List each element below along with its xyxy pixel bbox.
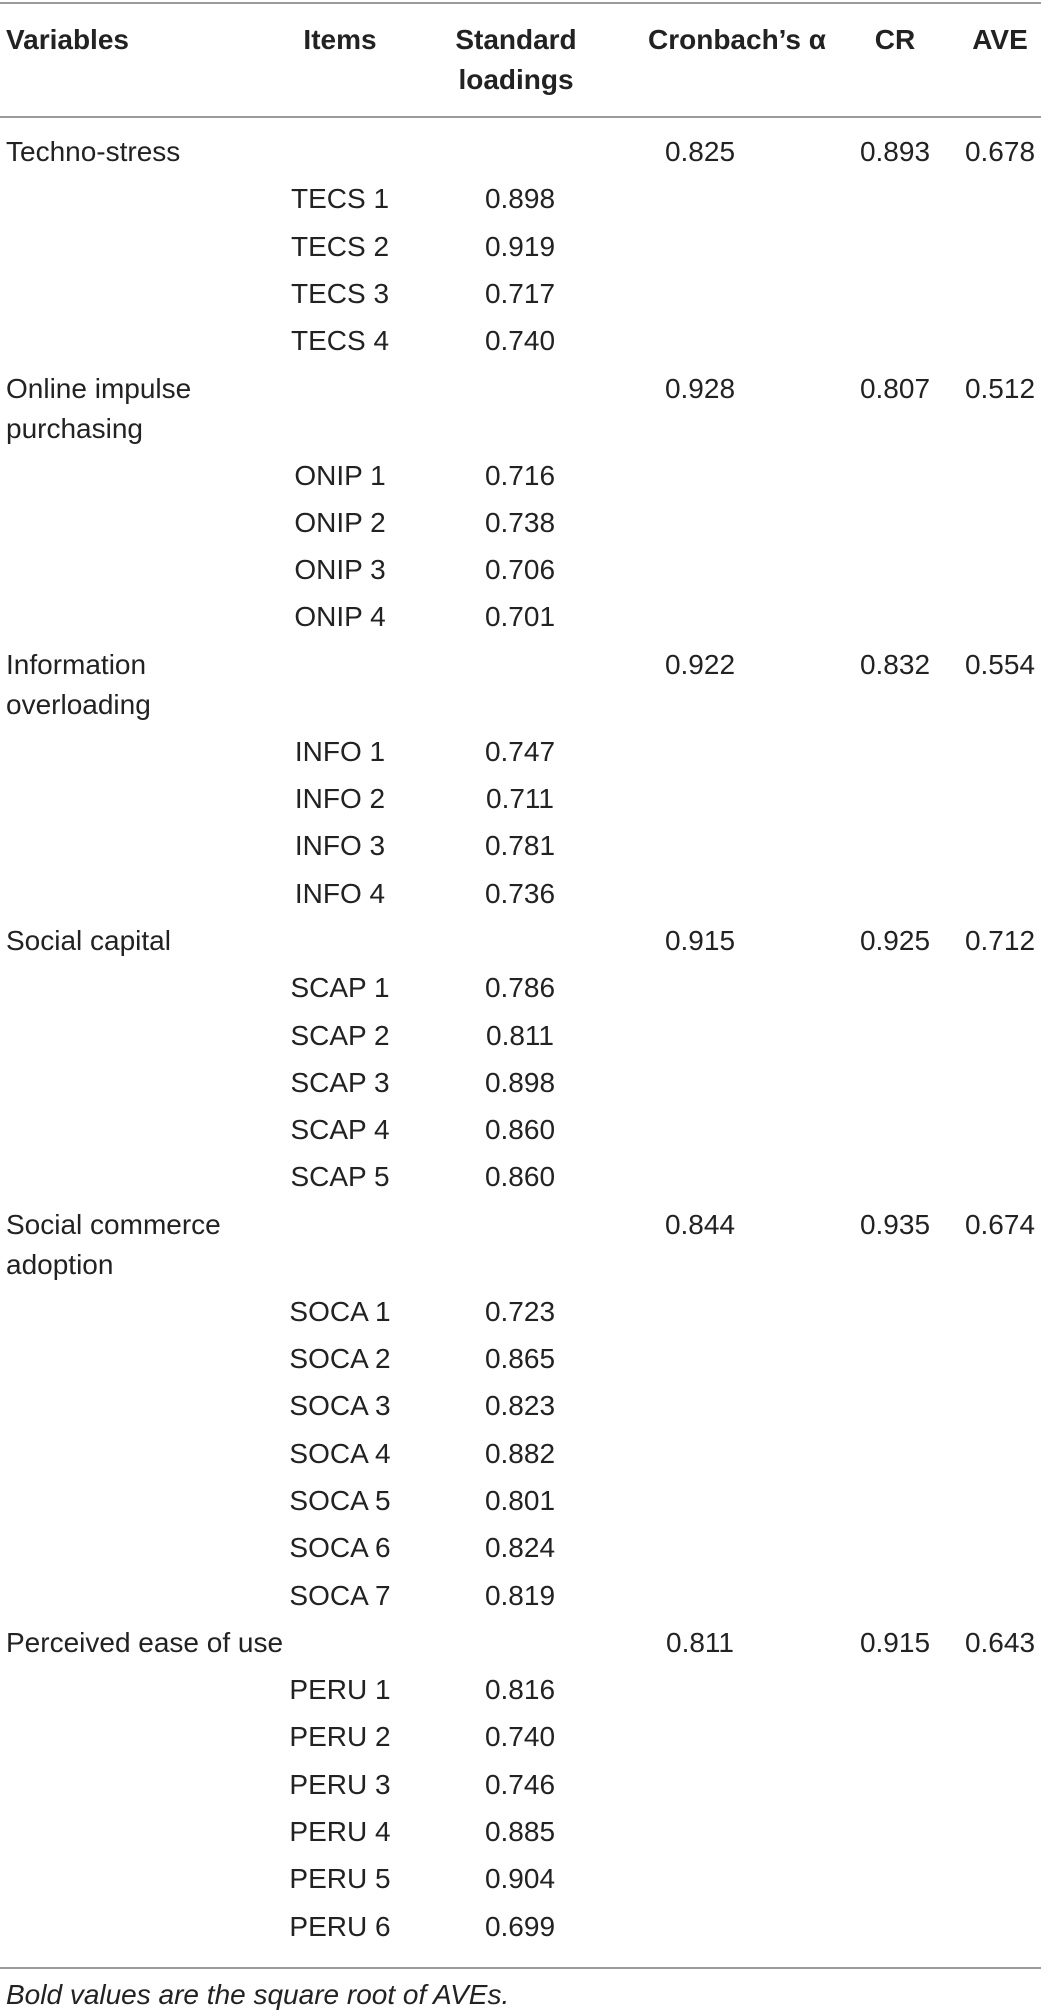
cronbach-alpha-value: 0.844 — [664, 1208, 736, 1240]
cronbach-alpha-value: 0.922 — [664, 648, 736, 680]
cronbach-alpha-value: 0.811 — [666, 1626, 734, 1658]
cr-value: 0.925 — [859, 924, 931, 956]
header-loadings-line1: Standard — [455, 24, 577, 55]
cr-value: 0.915 — [859, 1626, 931, 1658]
ave-value: 0.643 — [964, 1626, 1036, 1658]
variable-name: Information — [6, 648, 147, 680]
item-label: TECS 3 — [290, 277, 390, 309]
item-label: SOCA 5 — [289, 1484, 391, 1516]
loading-value: 0.740 — [484, 1721, 556, 1753]
loading-value: 0.860 — [484, 1161, 556, 1193]
loading-value: 0.781 — [484, 830, 556, 862]
loading-value: 0.823 — [484, 1390, 556, 1422]
cr-value: 0.935 — [859, 1208, 931, 1240]
variable-name: adoption — [6, 1248, 114, 1280]
ave-value: 0.712 — [964, 924, 1036, 956]
item-label: INFO 2 — [294, 783, 386, 814]
item-label: SCAP 4 — [290, 1114, 390, 1146]
item-label: SCAP 2 — [290, 1019, 390, 1051]
ave-value: 0.554 — [964, 648, 1036, 680]
loading-value: 0.701 — [484, 601, 556, 633]
item-label: SOCA 6 — [289, 1532, 391, 1564]
loading-value: 0.747 — [484, 735, 556, 767]
variable-name: Perceived ease of use — [6, 1626, 284, 1658]
loading-value: 0.898 — [484, 1066, 556, 1098]
loading-value: 0.736 — [484, 877, 556, 909]
variable-name: Social capital — [6, 924, 171, 956]
item-label: TECS 1 — [290, 183, 390, 215]
item-label: PERU 4 — [289, 1816, 391, 1847]
loading-value: 0.746 — [484, 1768, 556, 1800]
item-label: PERU 2 — [289, 1721, 391, 1753]
table-bottom-rule — [0, 1967, 1041, 1969]
variable-name: purchasing — [6, 412, 143, 444]
loading-value: 0.699 — [484, 1910, 556, 1942]
item-label: ONIP 4 — [294, 601, 386, 633]
loading-value: 0.786 — [484, 972, 556, 1004]
item-label: ONIP 3 — [294, 554, 386, 586]
loading-value: 0.885 — [484, 1816, 556, 1847]
loading-value: 0.919 — [484, 230, 556, 262]
loading-value: 0.882 — [484, 1437, 556, 1469]
item-label: PERU 1 — [289, 1674, 391, 1706]
table-footnote: Bold values are the square root of AVEs. — [6, 1979, 510, 2010]
cr-value: 0.893 — [859, 136, 931, 167]
item-label: SOCA 4 — [289, 1437, 391, 1469]
header-cronbach-alpha: Cronbach’s α — [648, 24, 826, 55]
loading-value: 0.717 — [484, 277, 556, 309]
header-bottom-rule — [0, 116, 1041, 118]
loading-value: 0.740 — [484, 325, 556, 357]
item-label: TECS 4 — [290, 325, 390, 357]
item-label: SOCA 2 — [289, 1343, 391, 1374]
loading-value: 0.738 — [484, 506, 556, 538]
item-label: SCAP 5 — [290, 1161, 390, 1193]
loading-value: 0.824 — [484, 1532, 556, 1564]
loading-value: 0.716 — [484, 459, 556, 491]
variable-name: Online impulse — [6, 372, 192, 404]
item-label: SCAP 3 — [290, 1066, 390, 1098]
cr-value: 0.832 — [859, 648, 931, 680]
loading-value: 0.819 — [484, 1579, 556, 1611]
loading-value: 0.706 — [484, 554, 556, 586]
item-label: TECS 2 — [290, 230, 390, 262]
loading-value: 0.816 — [484, 1674, 556, 1706]
loading-value: 0.711 — [486, 783, 554, 814]
table-top-rule — [0, 2, 1041, 4]
item-label: INFO 4 — [294, 877, 386, 909]
header-loadings-line2: loadings — [458, 64, 574, 95]
variable-name: Techno-stress — [6, 136, 181, 167]
ave-value: 0.678 — [964, 136, 1036, 167]
header-ave: AVE — [972, 24, 1028, 55]
cronbach-alpha-value: 0.928 — [664, 372, 736, 404]
header-items: Items — [303, 24, 377, 55]
header-variables: Variables — [6, 24, 129, 55]
variable-name: overloading — [6, 688, 151, 720]
cronbach-alpha-value: 0.915 — [664, 924, 736, 956]
loading-value: 0.860 — [484, 1114, 556, 1146]
loading-value: 0.811 — [486, 1019, 554, 1051]
ave-value: 0.674 — [964, 1208, 1036, 1240]
ave-value: 0.512 — [964, 372, 1036, 404]
variable-name: Social commerce — [6, 1208, 221, 1240]
item-label: SOCA 7 — [289, 1579, 391, 1611]
item-label: SOCA 1 — [289, 1295, 391, 1327]
item-label: SOCA 3 — [289, 1390, 391, 1422]
item-label: ONIP 1 — [294, 459, 386, 491]
item-label: INFO 1 — [294, 735, 386, 767]
loading-value: 0.904 — [484, 1863, 556, 1895]
cronbach-alpha-value: 0.825 — [664, 136, 736, 167]
item-label: PERU 5 — [289, 1863, 391, 1895]
loading-value: 0.801 — [484, 1484, 556, 1516]
item-label: PERU 3 — [289, 1768, 391, 1800]
cr-value: 0.807 — [859, 372, 931, 404]
loading-value: 0.898 — [484, 183, 556, 215]
header-cr: CR — [874, 24, 916, 55]
item-label: PERU 6 — [289, 1910, 391, 1942]
loading-value: 0.865 — [484, 1343, 556, 1374]
item-label: INFO 3 — [294, 830, 386, 862]
item-label: ONIP 2 — [294, 506, 386, 538]
loading-value: 0.723 — [484, 1295, 556, 1327]
item-label: SCAP 1 — [290, 972, 390, 1004]
